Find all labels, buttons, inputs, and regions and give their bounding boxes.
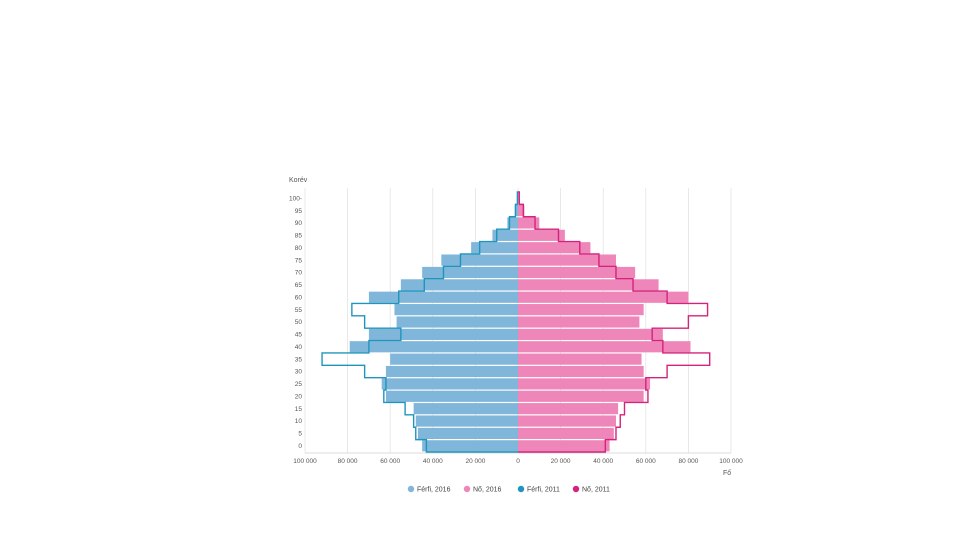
y-tick-label: 20 — [295, 393, 303, 400]
series-outline — [518, 191, 711, 453]
bar — [415, 415, 518, 427]
legend: Férfi, 2016 Nő, 2016 Férfi, 2011 Nő, 2011 — [407, 485, 610, 494]
bar — [368, 328, 518, 340]
bar — [518, 365, 644, 378]
y-tick-label: 50 — [295, 319, 303, 326]
bar — [518, 440, 610, 452]
legend-label: Férfi, 2011 — [527, 486, 560, 493]
y-axis-title: Korév — [289, 177, 308, 184]
x-tick-label: 60 000 — [636, 458, 656, 465]
y-tick-label: 85 — [295, 233, 303, 240]
x-tick-label: 40 000 — [593, 458, 613, 465]
bar — [518, 316, 640, 328]
y-tick-label: 25 — [295, 381, 303, 388]
y-tick-label: 60 — [295, 294, 303, 301]
legend-marker — [407, 485, 415, 493]
legend-item[interactable]: Férfi, 2011 — [517, 485, 560, 494]
legend-marker — [572, 485, 580, 493]
legend-item[interactable]: Nő, 2016 — [463, 485, 502, 494]
bar — [518, 415, 616, 427]
y-tick-label: 65 — [295, 282, 303, 289]
x-tick-label: 100 000 — [719, 458, 743, 465]
x-axis-title: Fő — [723, 470, 731, 477]
bar — [390, 353, 518, 365]
x-tick-label: 80 000 — [678, 458, 698, 465]
outline-series — [321, 191, 711, 453]
legend-marker — [517, 485, 525, 493]
bar — [518, 279, 659, 291]
bar — [518, 204, 525, 217]
x-tick-label: 0 — [516, 458, 520, 465]
x-tick-label: 40 000 — [423, 458, 443, 465]
bar — [492, 229, 518, 241]
legend-label: Nő, 2016 — [473, 486, 502, 493]
bar — [507, 217, 518, 229]
bar — [394, 304, 518, 316]
legend-item[interactable]: Férfi, 2016 — [407, 485, 451, 494]
bar — [417, 427, 518, 440]
y-tick-label: 45 — [295, 332, 303, 339]
y-tick-label: 80 — [295, 245, 303, 252]
y-tick-label: 0 — [298, 443, 302, 450]
bar — [518, 291, 689, 303]
series-outline — [321, 191, 519, 453]
bar — [514, 204, 518, 217]
bar — [518, 403, 619, 415]
x-tick-label: 80 000 — [338, 458, 358, 465]
y-tick-label: 10 — [295, 418, 303, 425]
bar — [471, 242, 518, 254]
bar — [368, 291, 518, 303]
axes: Korév Fő 100 000 80 000 60 000 40 000 20 000… — [289, 177, 743, 477]
y-tick-label: 70 — [295, 270, 303, 277]
bar — [518, 304, 644, 316]
x-tick-label: 20 000 — [551, 458, 571, 465]
bar — [385, 365, 518, 378]
bar — [518, 390, 644, 402]
legend-label: Férfi, 2016 — [417, 486, 451, 493]
bar — [518, 341, 691, 353]
y-tick-label: 95 — [295, 208, 303, 215]
bar — [518, 378, 651, 390]
legend-item[interactable]: Nő, 2011 — [572, 485, 610, 494]
y-tick-label: 15 — [295, 406, 303, 413]
bar — [518, 217, 540, 229]
bar — [349, 341, 518, 353]
y-tick-label: 100- — [289, 195, 302, 202]
bar — [385, 390, 518, 402]
bar — [518, 242, 591, 254]
y-tick-label: 35 — [295, 356, 303, 363]
y-tick-label: 30 — [295, 369, 303, 376]
bar — [441, 254, 518, 266]
bar — [396, 316, 518, 328]
bar — [381, 378, 518, 390]
x-tick-label: 100 000 — [293, 458, 317, 465]
y-tick-label: 55 — [295, 307, 303, 314]
y-tick-label: 90 — [295, 220, 303, 227]
bar — [518, 353, 642, 365]
bar — [518, 229, 565, 241]
x-tick-label: 20 000 — [465, 458, 485, 465]
bar — [422, 266, 518, 279]
bar — [518, 427, 614, 440]
bar — [518, 254, 616, 266]
x-tick-label: 60 000 — [380, 458, 400, 465]
y-tick-label: 5 — [298, 431, 302, 438]
y-tick-label: 40 — [295, 344, 303, 351]
bar — [518, 328, 663, 340]
legend-label: Nő, 2011 — [582, 486, 610, 493]
bar — [413, 403, 518, 415]
bars — [349, 192, 691, 452]
bar — [400, 279, 518, 291]
legend-marker — [463, 485, 471, 493]
y-tick-label: 75 — [295, 257, 303, 264]
bar — [422, 440, 518, 452]
bar — [518, 266, 636, 279]
